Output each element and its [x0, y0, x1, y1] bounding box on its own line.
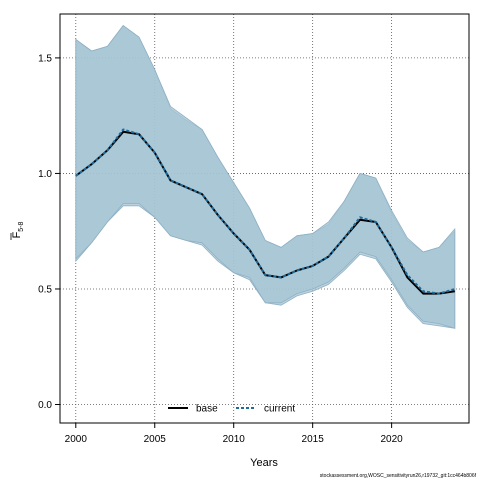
- x-tick-label: 2015: [302, 434, 325, 445]
- legend-label-base: base: [196, 404, 218, 415]
- legend-label-current: current: [264, 404, 295, 415]
- x-tick-label: 2010: [223, 434, 246, 445]
- y-axis-title: F5-8: [10, 221, 25, 240]
- x-tick-label: 2005: [144, 434, 167, 445]
- x-axis-title: Years: [250, 457, 278, 469]
- confidence-bands: [75, 25, 456, 329]
- y-tick-label: 0.0: [38, 400, 52, 411]
- y-tick-label: 1.0: [38, 169, 52, 180]
- y-axis-title-sub: 5-8: [18, 221, 25, 231]
- svg-text:F5-8: F5-8: [11, 221, 25, 238]
- y-axis-title-main: F: [11, 231, 23, 238]
- band-current: [75, 25, 456, 329]
- y-tick-label: 0.5: [38, 284, 52, 295]
- x-tick-label: 2000: [65, 434, 88, 445]
- legend: base current: [168, 404, 295, 415]
- series-line-current: [75, 128, 456, 295]
- footer-note: stockassessment.org,WOSC_sensitivityrun2…: [320, 473, 477, 479]
- series-lines: [75, 128, 456, 295]
- y-tick-label: 1.5: [38, 53, 52, 64]
- x-tick-label: 2020: [380, 434, 403, 445]
- y-axis: 0.0 0.5 1.0 1.5: [38, 53, 60, 411]
- plot-frame: [59, 13, 470, 424]
- x-axis: 2000 2005 2010 2015 2020: [65, 423, 403, 445]
